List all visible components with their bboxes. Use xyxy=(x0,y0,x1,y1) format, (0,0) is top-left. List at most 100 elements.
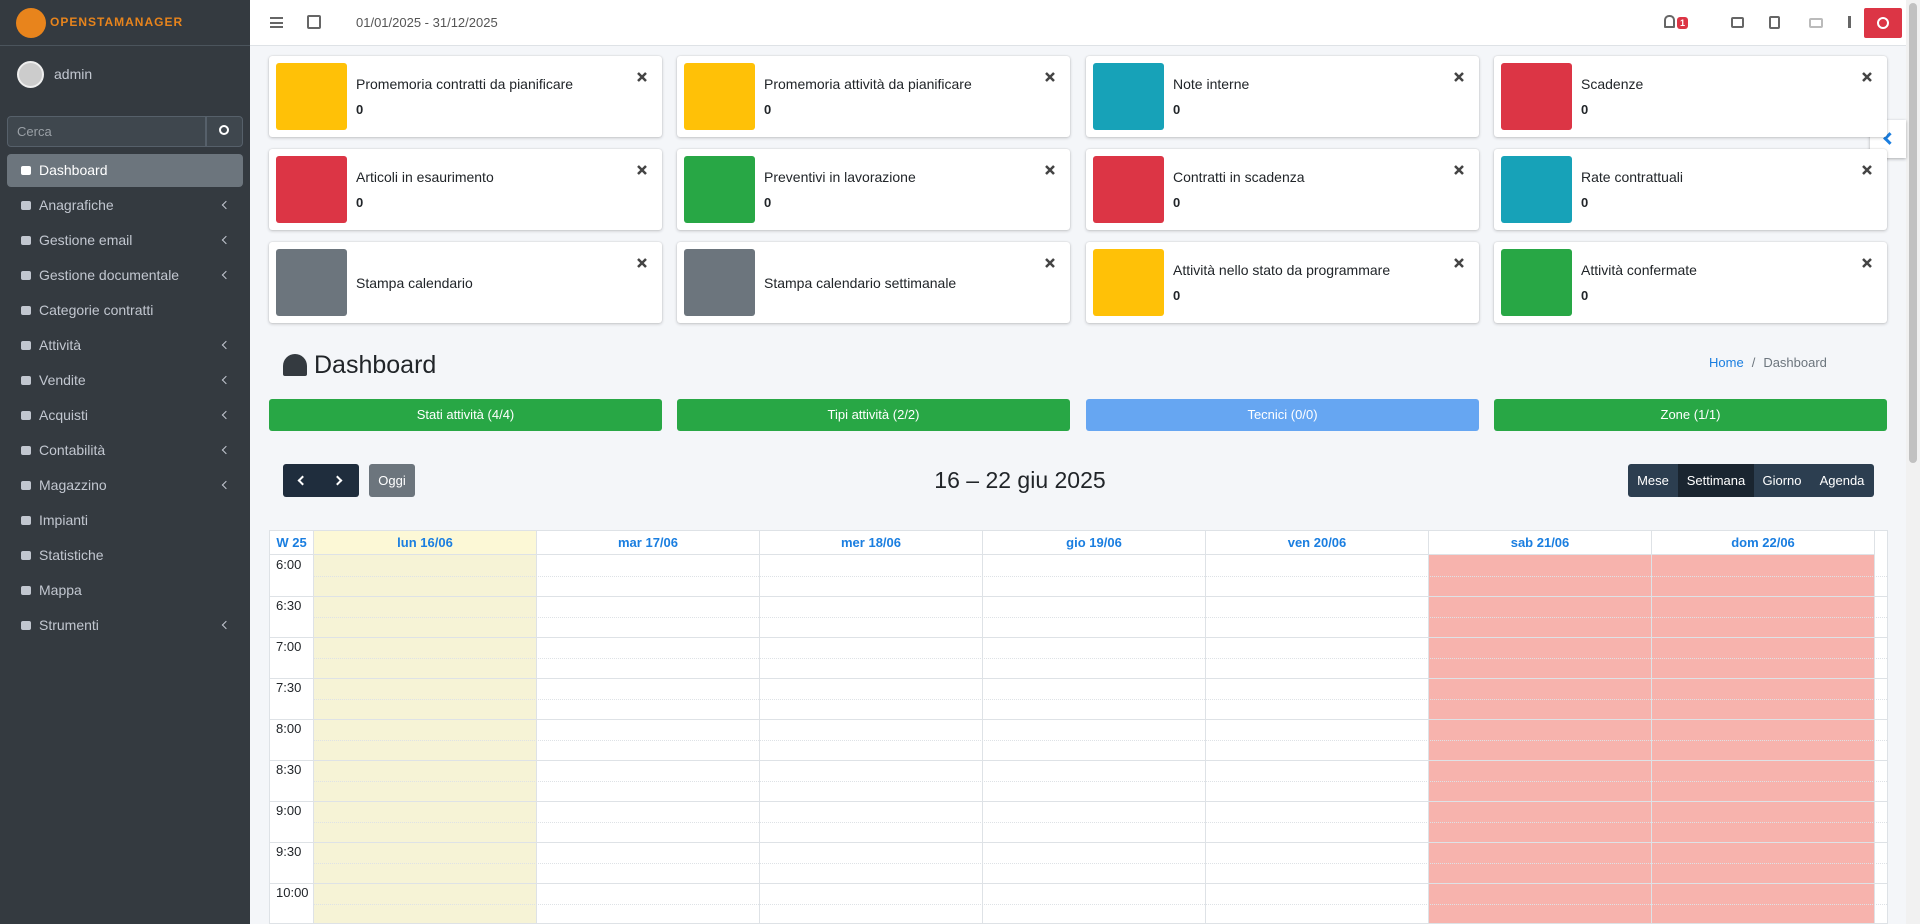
widget-card[interactable]: Attività confermate 0 xyxy=(1494,242,1887,323)
filter-button[interactable]: Tecnici (0/0) xyxy=(1086,399,1479,431)
slot-line xyxy=(270,760,1887,761)
notifications-icon[interactable] xyxy=(1664,15,1675,28)
day-header[interactable]: mar 17/06 xyxy=(537,531,760,555)
scrollbar-thumb[interactable] xyxy=(1909,3,1917,463)
scrollbar[interactable] xyxy=(1906,0,1920,924)
close-icon xyxy=(1862,258,1872,268)
menu-item[interactable]: Vendite xyxy=(7,364,243,397)
close-button[interactable] xyxy=(1861,70,1873,82)
widget-card[interactable]: Preventivi in lavorazione 0 xyxy=(677,149,1070,230)
widget-icon xyxy=(1501,156,1572,223)
menu-item[interactable]: Gestione documentale xyxy=(7,259,243,292)
close-button[interactable] xyxy=(636,163,648,175)
time-label: 9:00 xyxy=(276,803,302,818)
user-name[interactable]: admin xyxy=(54,66,93,82)
widget-card[interactable]: Promemoria contratti da pianificare 0 xyxy=(269,56,662,137)
widget-card[interactable]: Promemoria attività da pianificare 0 xyxy=(677,56,1070,137)
calendar-grid: W 25 lun 16/06 mar 17/06 mer 18/06 gio 19/06… xyxy=(269,530,1888,924)
close-button[interactable] xyxy=(1861,256,1873,268)
widget-value: 0 xyxy=(764,102,772,117)
next-button[interactable] xyxy=(320,464,359,497)
keyboard-button[interactable] xyxy=(1809,18,1823,28)
day-header[interactable]: ven 20/06 xyxy=(1206,531,1429,555)
widget-card[interactable]: Scadenze 0 xyxy=(1494,56,1887,137)
close-button[interactable] xyxy=(1453,70,1465,82)
widget-icon xyxy=(684,156,755,223)
print-button[interactable] xyxy=(1731,17,1744,28)
menu-toggle[interactable] xyxy=(270,17,283,28)
close-button[interactable] xyxy=(1044,163,1056,175)
close-button[interactable] xyxy=(636,256,648,268)
view-button[interactable]: Agenda xyxy=(1810,464,1874,497)
close-button[interactable] xyxy=(1861,163,1873,175)
close-button[interactable] xyxy=(1453,163,1465,175)
close-button[interactable] xyxy=(1453,256,1465,268)
widget-value: 0 xyxy=(356,195,364,210)
widget-card[interactable]: Stampa calendario settimanale xyxy=(677,242,1070,323)
today-button[interactable]: Oggi xyxy=(369,464,415,497)
menu-item[interactable]: Statistiche xyxy=(7,539,243,572)
widget-card[interactable]: Contratti in scadenza 0 xyxy=(1086,149,1479,230)
widget-icon xyxy=(1501,249,1572,316)
menu-label: Categorie contratti xyxy=(39,302,154,318)
search-button[interactable] xyxy=(206,116,243,147)
close-icon xyxy=(1454,72,1464,82)
search-input[interactable]: Cerca xyxy=(7,116,206,147)
menu-item[interactable]: Attività xyxy=(7,329,243,362)
brand[interactable]: OPENSTAMANAGER xyxy=(0,0,250,46)
dashboard-icon xyxy=(283,354,307,376)
menu-item[interactable]: Impianti xyxy=(7,504,243,537)
view-button[interactable]: Giorno xyxy=(1754,464,1810,497)
calendar-toggle[interactable] xyxy=(307,15,321,29)
time-label: 8:00 xyxy=(276,721,302,736)
half-slot-line xyxy=(314,616,1887,618)
close-button[interactable] xyxy=(1044,256,1056,268)
widget-card[interactable]: Rate contrattuali 0 xyxy=(1494,149,1887,230)
prev-button[interactable] xyxy=(283,464,320,497)
close-button[interactable] xyxy=(636,70,648,82)
breadcrumb-separator: / xyxy=(1751,355,1756,370)
menu-item[interactable]: Mappa xyxy=(7,574,243,607)
date-range[interactable]: 01/01/2025 - 31/12/2025 xyxy=(356,15,498,30)
widget-card[interactable]: Attività nello stato da programmare 0 xyxy=(1086,242,1479,323)
close-button[interactable] xyxy=(1044,70,1056,82)
info-button[interactable] xyxy=(1848,16,1851,28)
filter-button[interactable]: Tipi attività (2/2) xyxy=(677,399,1070,431)
widget-card[interactable]: Note interne 0 xyxy=(1086,56,1479,137)
menu-icon xyxy=(21,621,31,630)
day-header[interactable]: sab 21/06 xyxy=(1429,531,1652,555)
slot-line xyxy=(270,719,1887,720)
menu-item[interactable]: Contabilità xyxy=(7,434,243,467)
menu-item[interactable]: Acquisti xyxy=(7,399,243,432)
widget-title: Articoli in esaurimento xyxy=(356,169,494,185)
menu-item[interactable]: Gestione email xyxy=(7,224,243,257)
view-button[interactable]: Mese xyxy=(1628,464,1678,497)
widget-card[interactable]: Articoli in esaurimento 0 xyxy=(269,149,662,230)
half-slot-line xyxy=(314,739,1887,741)
day-header[interactable]: lun 16/06 xyxy=(314,531,537,555)
logout-button[interactable] xyxy=(1864,8,1902,38)
menu-item[interactable]: Anagrafiche xyxy=(7,189,243,222)
half-slot-line xyxy=(314,575,1887,577)
half-slot-line xyxy=(314,657,1887,659)
menu-item[interactable]: Strumenti xyxy=(7,609,243,642)
menu-label: Attività xyxy=(39,337,82,353)
filter-button[interactable]: Zone (1/1) xyxy=(1494,399,1887,431)
day-header[interactable]: mer 18/06 xyxy=(760,531,983,555)
guide-button[interactable] xyxy=(1769,16,1780,29)
slot-line xyxy=(270,596,1887,597)
filter-button[interactable]: Stati attività (4/4) xyxy=(269,399,662,431)
widget-icon xyxy=(1093,63,1164,130)
menu-item[interactable]: Dashboard xyxy=(7,154,243,187)
day-header[interactable]: dom 22/06 xyxy=(1652,531,1875,555)
widget-card[interactable]: Stampa calendario xyxy=(269,242,662,323)
day-header[interactable]: gio 19/06 xyxy=(983,531,1206,555)
menu-item[interactable]: Magazzino xyxy=(7,469,243,502)
menu-icon xyxy=(21,516,31,525)
menu-item[interactable]: Categorie contratti xyxy=(7,294,243,327)
menu-label: Acquisti xyxy=(39,407,89,423)
view-button[interactable]: Settimana xyxy=(1678,464,1754,497)
breadcrumb-home[interactable]: Home xyxy=(1709,355,1744,370)
time-label: 6:30 xyxy=(276,598,302,613)
top-bar: 01/01/2025 - 31/12/2025 1 xyxy=(250,0,1920,46)
